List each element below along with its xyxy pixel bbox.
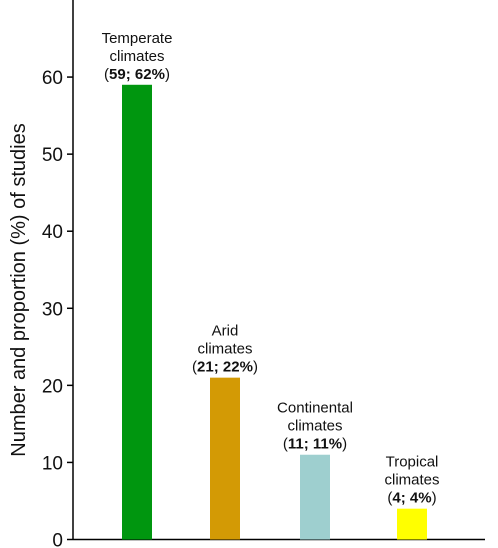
- bars: [122, 84, 427, 540]
- bar-label-line: climates: [287, 418, 342, 435]
- y-tick-label: 50: [42, 145, 63, 166]
- y-tick-label: 20: [42, 376, 63, 397]
- bar-1: [122, 84, 152, 540]
- bar-3: [300, 454, 330, 540]
- bar-value-label: (4; 4%): [387, 490, 436, 507]
- bar-4: [397, 508, 427, 540]
- y-tick-label: 0: [52, 531, 63, 548]
- bar-label-line: Temperate: [102, 30, 173, 47]
- bar-label-line: climates: [197, 341, 252, 358]
- bar-label-line: Continental: [277, 400, 353, 417]
- bar-2: [210, 377, 240, 540]
- bar-label-line: Arid: [212, 323, 239, 340]
- bar-label-line: Tropical: [386, 454, 439, 471]
- y-axis-label: Number and proportion (%) of studies: [8, 123, 30, 457]
- bar-value-label: (11; 11%): [283, 436, 347, 453]
- bar-value-label: (21; 22%): [192, 359, 258, 376]
- y-tick-label: 60: [42, 68, 63, 89]
- y-axis: 0 10 20 30 40 50 60: [42, 0, 485, 548]
- bar-label-line: climates: [384, 472, 439, 489]
- y-tick-label: 40: [42, 222, 63, 243]
- bar-value-label: (59; 62%): [104, 66, 170, 83]
- bar-label-line: climates: [109, 48, 164, 65]
- y-tick-label: 10: [42, 453, 63, 474]
- y-tick-label: 30: [42, 299, 63, 320]
